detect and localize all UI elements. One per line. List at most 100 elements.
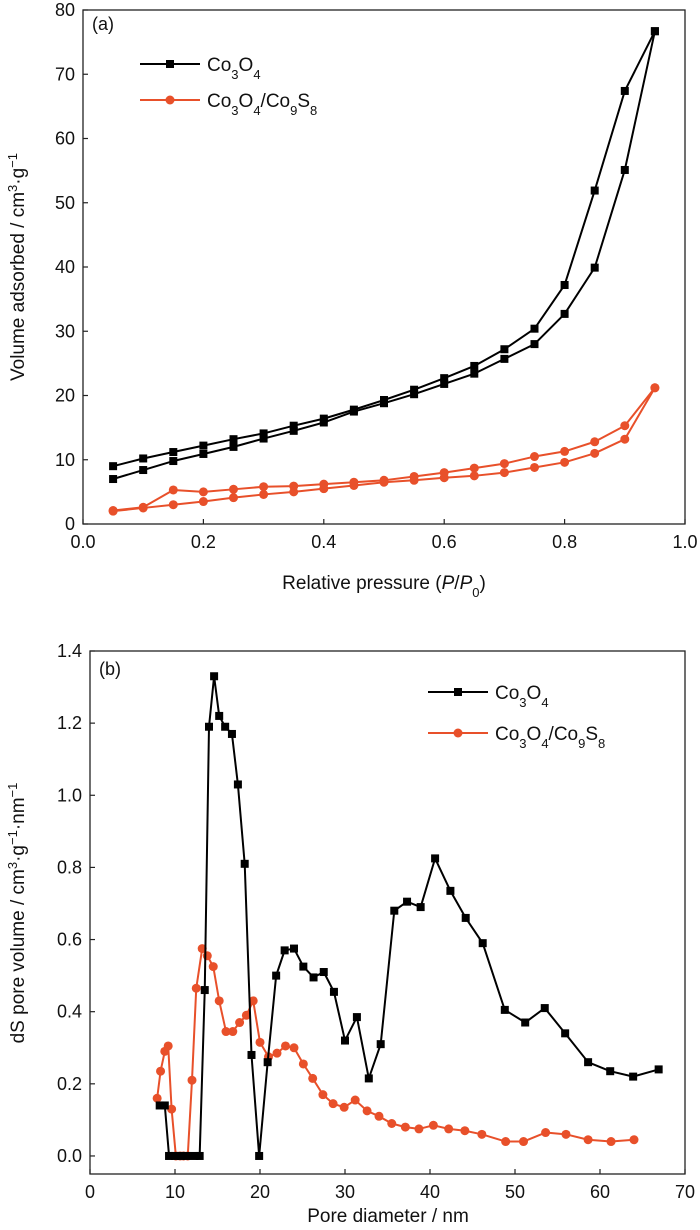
- composite-isotherm-desorption-point: [620, 421, 630, 431]
- a-y-tick-label: 40: [55, 257, 75, 277]
- plot-frame-b: [89, 650, 686, 1175]
- co3o4-pore-point: [280, 946, 289, 955]
- composite-pore-point: [501, 1137, 511, 1147]
- composite-pore-point: [156, 1066, 166, 1076]
- co3o4-pore-point: [227, 729, 236, 738]
- co3o4-isotherm-adsorption-point: [500, 354, 509, 363]
- co3o4-pore-point: [165, 1151, 174, 1160]
- composite-isotherm-desorption-point: [499, 459, 509, 469]
- co3o4-pore-point: [272, 971, 281, 980]
- composite-pore-point: [289, 1043, 299, 1053]
- composite-isotherm-adsorption-point: [229, 493, 238, 503]
- legend-marker-composite-a: [165, 95, 175, 105]
- composite-pore-point: [152, 1093, 162, 1103]
- composite-pore-point: [460, 1126, 470, 1136]
- panel-label-b: (b): [99, 659, 121, 679]
- co3o4-pore-point: [446, 886, 455, 895]
- co3o4-isotherm-adsorption-point: [109, 475, 118, 484]
- composite-pore-point: [606, 1137, 616, 1147]
- co3o4-isotherm-desorption-point: [139, 454, 148, 463]
- co3o4-pore-point: [654, 1065, 663, 1074]
- x-axis-title-b: Pore diameter / nm: [307, 1206, 469, 1227]
- b-y-tick-label: 0.8: [57, 857, 82, 877]
- co3o4-isotherm-adsorption-point: [259, 434, 268, 443]
- a-y-tick-label: 30: [55, 321, 75, 341]
- a-x-tick-label: 0.0: [70, 532, 95, 552]
- co3o4-isotherm-desorption-point: [440, 374, 449, 383]
- composite-pore-point: [163, 1041, 173, 1051]
- b-x-tick-label: 20: [250, 1182, 270, 1202]
- b-y-tick-label: 1.4: [57, 641, 82, 661]
- a-y-tick-label: 60: [55, 129, 75, 149]
- co3o4-isotherm-adsorption-point: [199, 449, 208, 458]
- b-y-tick-label: 1.2: [57, 713, 82, 733]
- co3o4-pore-point: [290, 944, 298, 953]
- co3o4-pore-point: [205, 722, 213, 731]
- co3o4-pore-point: [606, 1067, 615, 1076]
- composite-pore-point: [187, 1075, 197, 1085]
- co3o4-pore-point: [376, 1040, 385, 1049]
- composite-pore-point: [298, 1059, 308, 1069]
- co3o4-pore-point: [309, 973, 318, 982]
- a-x-tick-label: 0.2: [191, 532, 216, 552]
- b-x-tick-label: 30: [335, 1182, 355, 1202]
- co3o4-isotherm-desorption-point: [319, 414, 328, 423]
- legend-marker-composite-b: [453, 728, 463, 738]
- co3o4-pore-point: [416, 903, 425, 912]
- co3o4-isotherm-desorption-point: [590, 186, 599, 195]
- composite-isotherm-desorption-point: [530, 452, 539, 462]
- b-x-tick-label: 0: [85, 1182, 95, 1202]
- co3o4-pore-point: [352, 1013, 361, 1022]
- b-y-tick-label: 1.0: [57, 785, 82, 805]
- co3o4-pore-point: [561, 1029, 570, 1038]
- co3o4-pore-point: [155, 1101, 164, 1110]
- composite-isotherm-desorption-point: [138, 502, 148, 512]
- composite-isotherm-desorption-point: [439, 468, 449, 478]
- composite-pore-point: [583, 1135, 593, 1145]
- composite-isotherm-desorption-point: [560, 446, 570, 456]
- co3o4-isotherm-adsorption-point: [560, 309, 569, 318]
- axis-ticks-a: 0.0 0.2 0.4 0.6 0.8 1.0 0 10 20 30 40 50 60 70 80: [55, 0, 698, 552]
- composite-pore-point: [255, 1037, 265, 1047]
- a-y-tick-label: 0: [65, 514, 75, 534]
- composite-pore-point: [221, 1027, 231, 1037]
- composite-isotherm-desorption-point: [289, 481, 299, 491]
- composite-isotherm-desorption-point: [168, 485, 178, 495]
- legend-b: Co3O4 Co3O4/Co9S8: [428, 683, 605, 751]
- co3o4-isotherm-desorption-point: [560, 280, 569, 289]
- composite-pore-point: [228, 1027, 238, 1037]
- co3o4-isotherm-adsorption-point: [169, 457, 178, 466]
- co3o4-pore-point: [540, 1004, 549, 1013]
- co3o4-pore-point: [263, 1058, 272, 1067]
- composite-isotherm-desorption-point: [409, 471, 419, 481]
- composite-isotherm-adsorption-point: [590, 448, 600, 458]
- composite-isotherm-desorption-point: [108, 506, 118, 516]
- composite-pore-point: [339, 1102, 349, 1112]
- co3o4-pore-point: [255, 1151, 264, 1160]
- a-y-tick-label: 70: [55, 64, 75, 84]
- co3o4-pore-point: [210, 672, 219, 681]
- legend-label-composite-b: Co3O4/Co9S8: [495, 724, 605, 751]
- composite-pore-point: [272, 1048, 282, 1058]
- a-x-tick-label: 0.8: [552, 532, 577, 552]
- composite-pore-point: [561, 1129, 571, 1139]
- b-x-tick-label: 50: [505, 1182, 525, 1202]
- composite-pore-point: [477, 1129, 487, 1139]
- composite-isotherm-adsorption-point: [530, 462, 539, 472]
- co3o4-pore-point: [240, 859, 249, 868]
- b-x-tick-label: 70: [675, 1182, 695, 1202]
- co3o4-pore-point: [390, 906, 399, 915]
- b-y-tick-label: 0.4: [57, 1002, 82, 1022]
- legend-a: Co3O4 Co3O4/Co9S8: [140, 55, 317, 118]
- composite-pore-point: [235, 1018, 245, 1028]
- composite-isotherm-desorption-point: [319, 479, 329, 489]
- co3o4-pore-point: [341, 1036, 349, 1045]
- composite-pore-point: [208, 962, 218, 972]
- composite-pore-point: [374, 1111, 384, 1121]
- a-y-tick-label: 20: [55, 386, 75, 406]
- co3o4-isotherm-adsorption-point: [289, 426, 298, 435]
- composite-pore-point: [400, 1122, 410, 1132]
- co3o4-pore-point: [233, 780, 242, 789]
- composite-pore-point: [428, 1120, 438, 1130]
